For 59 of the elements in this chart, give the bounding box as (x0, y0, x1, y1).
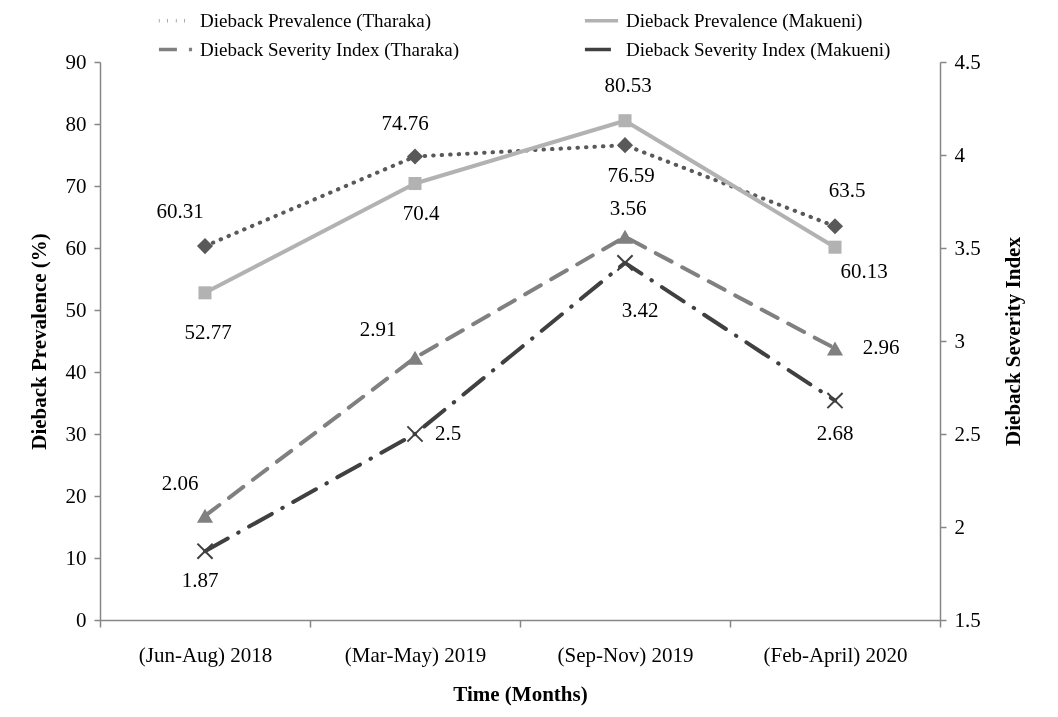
point (196, 238, 214, 255)
data-label: 63.5 (828, 178, 866, 203)
point (406, 148, 424, 165)
point (826, 391, 844, 410)
data-label: 52.77 (184, 319, 232, 344)
point (198, 286, 212, 300)
data-label: 2.96 (862, 335, 900, 360)
data-label: 2.06 (161, 470, 199, 495)
point (616, 137, 634, 154)
data-label: 70.4 (402, 200, 440, 225)
y-tick-label: 60 (65, 235, 87, 260)
point (826, 341, 844, 356)
data-label: 3.56 (609, 195, 647, 220)
data-label: 3.42 (621, 297, 659, 322)
y2-tick-label: 4.5 (954, 49, 981, 74)
legend-label: Dieback Severity Index (Tharaka) (200, 38, 460, 61)
data-label: 74.76 (381, 111, 429, 136)
point (826, 218, 844, 235)
x-tick-label: (Feb-April) 2020 (763, 642, 908, 667)
legend-label: Dieback Severity Index (Makueni) (626, 38, 891, 61)
y2-axis-title: Dieback Severity Index (1000, 236, 1025, 446)
legend-label: Dieback Prevalence (Makueni) (626, 9, 863, 32)
y2-tick-label: 1.5 (954, 607, 981, 632)
data-label: 2.68 (816, 420, 854, 445)
y2-tick-label: 4 (954, 142, 966, 167)
legend-label: Dieback Prevalence (Tharaka) (200, 9, 432, 32)
y-tick-label: 0 (76, 607, 87, 632)
y-tick-label: 10 (65, 545, 87, 570)
x-axis-title: Time (Months) (453, 681, 588, 706)
y2-tick-label: 3 (954, 328, 965, 353)
point (408, 177, 422, 191)
point (618, 114, 632, 128)
y2-tick-label: 2.5 (954, 421, 981, 446)
x-tick-label: (Mar-May) 2019 (344, 642, 487, 667)
y-tick-label: 80 (65, 111, 87, 136)
data-label: 2.91 (359, 316, 397, 341)
y-tick-label: 50 (65, 297, 87, 322)
point (196, 542, 214, 560)
y2-tick-label: 3.5 (954, 235, 981, 260)
data-label: 60.13 (840, 259, 888, 284)
y-tick-label: 20 (65, 483, 87, 508)
y-axis-title: Dieback Prevalence (%) (26, 233, 51, 450)
y-tick-label: 90 (65, 49, 87, 74)
data-label: 1.87 (181, 568, 219, 593)
y2-tick-label: 2 (954, 514, 965, 539)
point (196, 508, 214, 523)
y-tick-label: 30 (65, 421, 87, 446)
data-label: 60.31 (156, 199, 204, 224)
point (828, 240, 842, 254)
point (406, 425, 424, 443)
point (616, 229, 634, 244)
y-tick-label: 70 (65, 173, 87, 198)
data-label: 76.59 (607, 163, 655, 188)
x-tick-label: (Jun-Aug) 2018 (138, 642, 273, 667)
x-tick-label: (Sep-Nov) 2019 (557, 642, 694, 667)
y-tick-label: 40 (65, 359, 87, 384)
data-label: 2.5 (434, 421, 462, 445)
point (616, 254, 634, 272)
data-label: 80.53 (604, 72, 652, 97)
